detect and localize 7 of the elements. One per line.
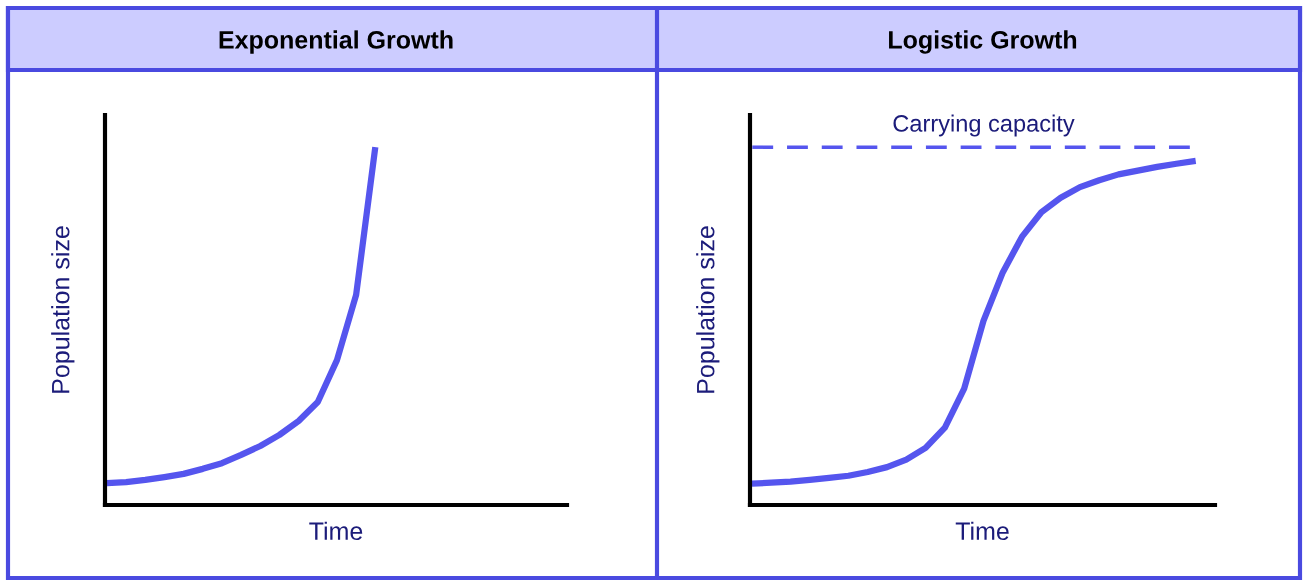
chart-title: Exponential Growth — [219, 30, 453, 54]
y-axis-title: Population size — [696, 226, 720, 393]
x-axis-title: Time — [309, 521, 363, 541]
chart-title: Logistic Growth — [889, 30, 1077, 54]
ref-line-label: Carrying capacity — [893, 114, 1075, 137]
x-axis-title: Time — [955, 521, 1009, 541]
y-axis-title: Population size — [51, 226, 75, 393]
